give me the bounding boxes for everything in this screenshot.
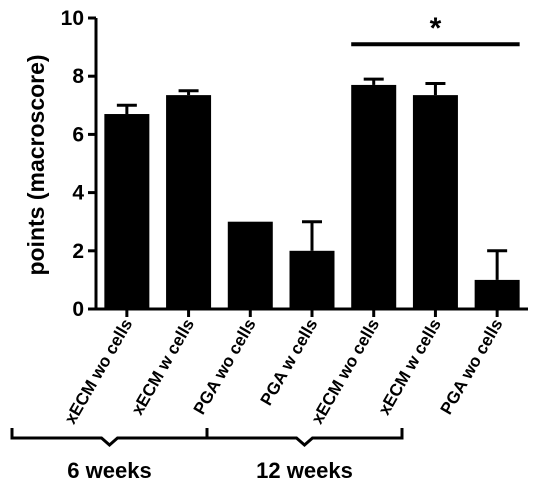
y-tick-label: 2 <box>72 240 84 263</box>
bar <box>351 84 397 310</box>
y-tick-label: 6 <box>72 123 84 146</box>
y-tick-label: 10 <box>61 7 84 30</box>
y-tick-label: 8 <box>72 65 84 88</box>
group-label: 12 weeks <box>256 458 353 483</box>
bars <box>104 84 520 310</box>
bar <box>289 250 335 309</box>
error-bars <box>116 77 508 280</box>
category-label: xECM w cells <box>128 316 198 419</box>
category-label: PGA wo cells <box>190 316 260 418</box>
significance-marker: * <box>351 12 520 47</box>
category-label: xECM w cells <box>375 316 445 419</box>
y-tick-label: 0 <box>72 298 84 321</box>
bar <box>104 114 150 309</box>
category-label: xECM wo cells <box>61 316 137 428</box>
bar <box>474 279 520 309</box>
y-axis-label: points (macroscore) <box>23 54 49 275</box>
category-label: xECM wo cells <box>308 316 384 428</box>
group-bracket <box>10 428 209 447</box>
significance-star: * <box>430 12 442 45</box>
group-bracket <box>205 428 404 447</box>
bar <box>166 95 212 310</box>
y-ticks: 0 2 4 6 8 10 <box>61 7 96 321</box>
category-label: PGA wo cells <box>437 315 507 417</box>
bar <box>227 221 273 309</box>
bar <box>412 95 458 310</box>
y-tick-label: 4 <box>72 182 84 205</box>
group-label: 6 weeks <box>67 458 151 483</box>
group-brackets: 6 weeks 12 weeks <box>10 428 404 483</box>
category-label: PGA w cells <box>257 316 322 409</box>
